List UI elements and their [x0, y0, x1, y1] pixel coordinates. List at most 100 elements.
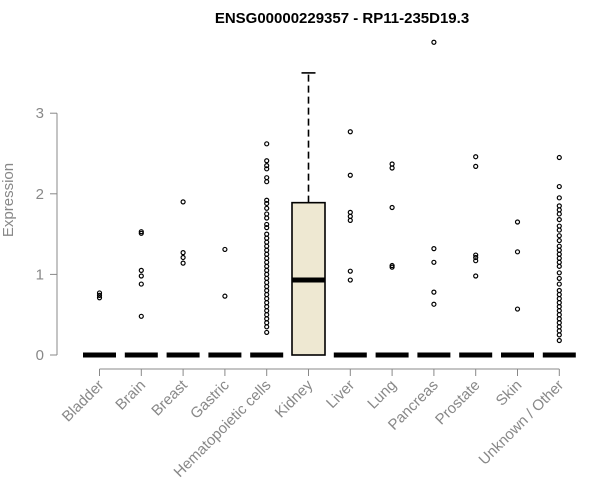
outlier-point — [264, 287, 270, 294]
outlier-point — [473, 154, 479, 160]
outlier-point — [556, 227, 562, 233]
box-pancreas — [417, 39, 451, 358]
outlier-point — [138, 230, 144, 236]
outlier-point — [473, 163, 479, 169]
outlier-point — [180, 250, 186, 256]
outlier-point — [138, 273, 144, 279]
outlier-point — [264, 221, 270, 228]
outlier-point — [556, 203, 562, 209]
outlier-point — [138, 313, 144, 319]
outlier-point — [556, 320, 562, 326]
outlier-point — [180, 254, 186, 261]
outlier-point — [264, 275, 270, 282]
outlier-point — [264, 235, 270, 241]
outlier-point — [556, 243, 562, 249]
outlier-point — [264, 211, 270, 217]
outlier-point — [556, 270, 562, 276]
outlier-point — [514, 249, 521, 255]
outlier-point — [556, 223, 562, 229]
x-tick-label: Brain — [112, 377, 149, 414]
outlier-point — [347, 213, 353, 219]
outlier-point — [347, 129, 353, 135]
outlier-point — [264, 215, 270, 221]
outlier-point — [264, 247, 270, 253]
box-hematopoietic-cells — [250, 141, 284, 358]
outlier-point — [347, 277, 353, 283]
box-gastric — [208, 246, 242, 358]
outlier-point — [556, 295, 562, 302]
outlier-point — [556, 211, 562, 217]
box-unknown-other — [542, 154, 576, 358]
outlier-point — [556, 233, 562, 239]
outlier-point — [431, 246, 437, 252]
outlier-point — [264, 271, 270, 277]
outlier-point — [556, 251, 562, 257]
outlier-point — [264, 283, 270, 290]
outlier-point — [180, 260, 186, 266]
box-breast — [166, 199, 200, 358]
y-tick-label: 1 — [36, 266, 44, 283]
outlier-point — [264, 263, 270, 269]
outlier-point — [556, 154, 562, 161]
outlier-point — [264, 267, 270, 273]
outlier-point — [264, 329, 270, 336]
outlier-point — [264, 320, 270, 326]
outlier-point — [264, 231, 270, 237]
outlier-point — [264, 251, 270, 257]
outlier-point — [264, 166, 270, 172]
outlier-point — [556, 247, 562, 253]
x-tick-label: Lung — [364, 377, 400, 413]
outlier-point — [389, 204, 395, 211]
outlier-point — [431, 259, 437, 265]
outlier-point — [264, 308, 270, 314]
y-axis-label: Expression — [0, 163, 17, 237]
outlier-point — [389, 165, 395, 171]
y-tick-label: 3 — [36, 105, 44, 122]
outlier-point — [264, 200, 270, 207]
box-kidney — [291, 72, 326, 356]
outlier-point — [556, 275, 562, 282]
outlier-point — [138, 281, 144, 287]
outlier-point — [556, 255, 562, 261]
outlier-point — [514, 306, 521, 312]
x-tick-label: Breast — [148, 376, 191, 419]
outlier-point — [264, 179, 270, 185]
outlier-point — [473, 254, 479, 261]
box-lung — [375, 161, 409, 358]
outlier-point — [264, 239, 270, 245]
y-tick-label: 0 — [36, 347, 44, 364]
box-brain — [124, 229, 158, 358]
outlier-point — [556, 291, 562, 298]
box-skin — [501, 219, 534, 358]
outlier-point — [180, 199, 186, 205]
outlier-point — [264, 300, 270, 306]
outlier-point — [264, 304, 270, 310]
outlier-point — [264, 259, 270, 265]
outlier-point — [264, 243, 270, 249]
outlier-point — [264, 295, 270, 302]
outlier-point — [96, 292, 103, 298]
x-tick-label: Skin — [493, 377, 526, 410]
outlier-point — [389, 161, 395, 167]
x-tick-label: Liver — [323, 377, 358, 412]
x-tick-label: Prostate — [432, 377, 484, 429]
outlier-point — [556, 195, 562, 201]
outlier-point — [556, 259, 562, 265]
outlier-point — [556, 304, 562, 310]
outlier-point — [556, 237, 562, 244]
outlier-point — [556, 312, 562, 318]
outlier-point — [222, 293, 228, 299]
box-liver — [333, 129, 367, 358]
outlier-point — [222, 246, 228, 253]
outlier-point — [264, 205, 270, 211]
outlier-point — [264, 324, 270, 330]
outlier-point — [431, 301, 437, 307]
outlier-point — [264, 312, 270, 318]
outlier-point — [514, 219, 521, 225]
outlier-point — [556, 328, 562, 334]
outlier-point — [264, 255, 270, 261]
outlier-point — [347, 268, 353, 274]
outlier-point — [264, 316, 270, 322]
outlier-point — [556, 308, 562, 314]
